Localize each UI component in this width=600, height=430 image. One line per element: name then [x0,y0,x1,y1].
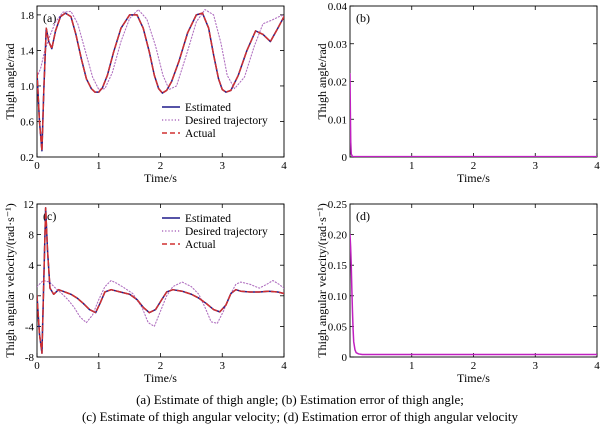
legend-entry: Estimated [185,213,231,225]
x-tick-label: 3 [533,360,539,372]
y-tick-label: 1.0 [20,81,34,93]
x-tick-label: 3 [220,160,226,172]
panel-label: (a) [43,11,56,25]
y-tick-label: -4 [25,321,35,333]
y-axis-label: Thigh angular velocity/(rad·s⁻¹) [3,203,17,358]
series-group [350,233,597,356]
x-axis-label: Time/s [144,371,177,385]
y-tick-label: 0.04 [328,1,348,13]
y-tick-label: 0 [342,352,348,364]
x-tick-label: 3 [220,360,226,372]
caption-line-2: (c) Estimate of thigh angular velocity; … [81,409,519,424]
x-tick-label: 4 [594,360,600,372]
y-axis-label: Thigh angle/rad [315,43,329,119]
x-tick-label: 2 [158,360,164,372]
legend-entry: Desired trajectory [185,115,268,127]
chart-panel-0: 0 1 2 3 4 0.2 0.6 1.0 1.4 1.8 Time/s Thigh angle/ra… [3,5,287,185]
x-axis-label: Time/s [457,371,490,385]
y-tick-label: 0.15 [328,260,348,272]
y-tick-label: 0.01 [328,114,347,126]
legend-entry: Actual [185,128,216,140]
x-tick-label: 0 [34,160,40,172]
x-tick-label: 4 [281,360,287,372]
x-tick-label: 1 [96,360,102,372]
y-tick-label: 1.4 [20,45,34,57]
x-tick-label: 4 [594,160,600,172]
plot-frame [349,203,598,358]
x-tick-label: 0 [34,360,40,372]
series-group [350,73,597,157]
x-axis-label: Time/s [457,171,490,185]
chart-panel-1: 1 2 3 4 0 0.01 0.02 0.03 0.04 Time/s Thigh angle/r… [315,1,600,185]
series-line-actual [37,12,284,152]
x-tick-label: 1 [409,160,415,172]
y-tick-label: 0 [342,152,348,164]
y-tick-label: 1.8 [20,10,34,22]
panel-label: (b) [356,11,370,25]
series-line-desired-trajectory [37,279,284,327]
x-axis-label: Time/s [144,171,177,185]
series-line-estimated [37,12,284,152]
series-line-error [350,233,597,356]
x-tick-label: 3 [533,160,539,172]
y-tick-label: 4 [29,260,35,272]
y-tick-label: 0.25 [328,199,348,211]
y-tick-label: 0.05 [328,321,348,333]
y-tick-label: 0.2 [20,152,34,164]
x-tick-label: 2 [471,160,477,172]
y-tick-label: 0.10 [328,291,348,303]
legend-entry: Actual [185,239,216,251]
y-tick-label: 0.02 [328,77,347,89]
series-line-actual [37,207,284,354]
y-tick-label: 0.6 [20,116,34,128]
series-group [37,9,284,152]
y-tick-label: 0 [29,291,35,303]
series-line-error [350,73,597,157]
chart-panel-3: 1 2 3 4 0 0.05 0.10 0.15 0.20 0.25 Time/s Thigh ang… [315,199,600,385]
plot-frame [349,5,598,158]
legend-entry: Estimated [185,102,231,114]
y-tick-label: 8 [29,230,35,242]
panel-label: (d) [356,209,370,223]
series-group [37,207,284,354]
y-axis-label: Thigh angle/rad [3,43,17,119]
y-axis-label: Thigh angular velocity/(rad·s⁻¹) [315,203,329,358]
x-tick-label: 4 [281,160,287,172]
x-tick-label: 1 [409,360,415,372]
series-line-desired-trajectory [37,9,284,91]
caption-line-1: (a) Estimate of thigh angle; (b) Estimat… [136,392,464,407]
x-tick-label: 2 [158,160,164,172]
y-tick-label: 0.03 [328,39,348,51]
y-tick-label: -8 [25,352,35,364]
y-tick-label: 0.20 [328,230,348,242]
legend-entry: Desired trajectory [185,226,268,238]
x-tick-label: 1 [96,160,102,172]
y-tick-label: 12 [23,199,34,211]
x-tick-label: 2 [471,360,477,372]
